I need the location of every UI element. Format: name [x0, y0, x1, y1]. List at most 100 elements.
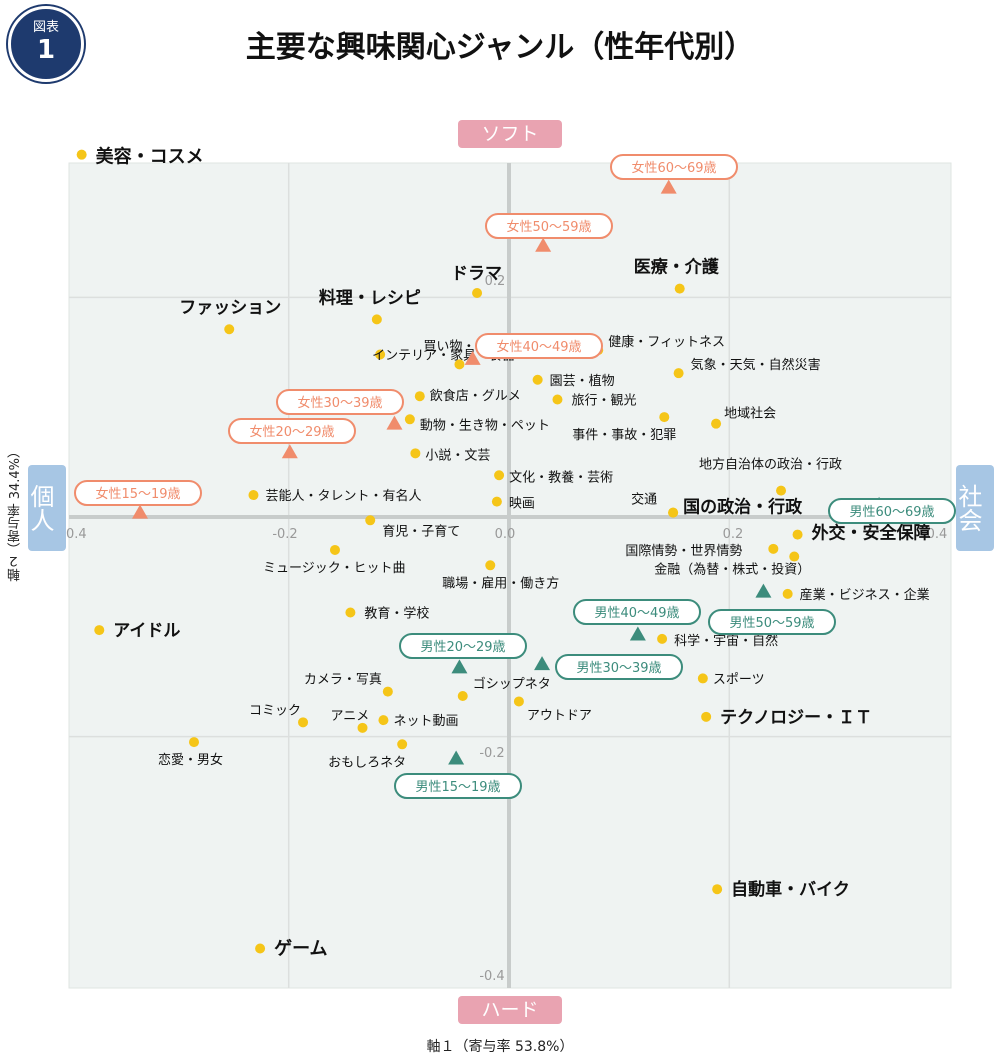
genre-point	[472, 288, 483, 299]
female-age-label-box	[475, 333, 603, 359]
male-age-label: 男性15～19歳	[415, 780, 500, 795]
genre-point	[410, 448, 421, 459]
quadrant-label-bottom: ハード	[458, 996, 562, 1024]
genre-point	[345, 607, 356, 618]
genre-label: アイドル	[113, 621, 180, 641]
figure-badge-label: 図表	[32, 20, 59, 35]
genre-label: テクノロジー・ＩＴ	[720, 708, 872, 728]
y-axis-title: 軸２（寄与率 34.4%）	[8, 445, 23, 582]
x-tick-label: 0.4	[927, 527, 948, 542]
genre-point	[357, 722, 368, 733]
genre-point	[712, 884, 723, 895]
female-age-marker	[464, 350, 481, 365]
genre-point	[378, 715, 389, 726]
genre-label: 金融（為替・株式・投資）	[654, 562, 810, 578]
genre-point	[552, 394, 563, 405]
genre-label: 恋愛・男女	[158, 752, 223, 768]
female-age-marker	[535, 237, 552, 252]
genre-label: 健康・フィットネス	[608, 334, 725, 350]
genre-label: 映画	[509, 497, 535, 512]
genre-point	[454, 359, 465, 370]
genre-label: 旅行・観光	[571, 394, 636, 409]
x-tick-label: 0.2	[723, 527, 744, 542]
female-age-label: 女性60～69歳	[631, 160, 716, 176]
genre-label: 気象・天気・自然災害	[691, 357, 821, 373]
genre-point	[397, 739, 408, 750]
genre-label: 芸能人・タレント・有名人	[265, 488, 421, 504]
genre-point	[224, 324, 235, 335]
genre-point	[414, 391, 425, 402]
male-age-marker	[448, 750, 465, 765]
male-age-label-box	[828, 498, 956, 524]
genre-label: ゴシップネタ	[473, 676, 551, 692]
genre-label: 文化・教養・芸術	[509, 469, 613, 485]
genre-point	[457, 690, 468, 701]
genre-point	[789, 551, 800, 562]
genre-label: 医療・介護	[634, 257, 720, 278]
y-tick-label: 0.2	[485, 274, 506, 289]
female-age-label-box	[610, 154, 738, 180]
genre-point	[792, 529, 803, 540]
genre-label: 教育・学校	[364, 606, 429, 622]
chart-title: 主要な興味関心ジャンル（性年代別）	[245, 30, 755, 65]
figure-badge: 図表 1	[8, 6, 84, 82]
genre-label: 職場・雇用・働き方	[442, 575, 559, 591]
genre-label: カメラ・写真	[304, 673, 382, 688]
genre-label: おもしろネタ	[328, 755, 406, 770]
female-age-label-box	[74, 480, 202, 506]
genre-point	[711, 418, 722, 429]
genre-label: 交通	[631, 492, 657, 508]
female-age-label: 女性30～39歳	[297, 395, 382, 411]
male-age-label: 男性40～49歳	[594, 606, 679, 621]
genre-point	[404, 414, 415, 425]
genre-label: 国際情勢・世界情勢	[625, 544, 742, 559]
male-age-label: 男性50～59歳	[729, 616, 814, 631]
genre-point	[532, 374, 543, 385]
genre-point	[76, 149, 87, 160]
genre-point	[776, 485, 787, 496]
male-age-label: 男性20～29歳	[420, 640, 505, 655]
genre-label: 産業・ビジネス・企業	[800, 587, 930, 603]
genre-label: 地域社会	[724, 406, 776, 422]
female-age-label: 女性15～19歳	[95, 486, 180, 502]
genre-label: ミュージック・ヒット曲	[263, 561, 405, 576]
genre-label: ドラマ	[451, 264, 502, 284]
genre-label: 美容・コスメ	[96, 146, 204, 168]
female-age-label: 女性40～49歳	[496, 339, 581, 355]
genre-label: 園芸・植物	[550, 373, 615, 389]
male-age-marker	[451, 659, 468, 674]
genre-point	[674, 283, 685, 294]
genre-point	[494, 470, 505, 481]
x-tick-label: -0.2	[272, 527, 297, 542]
female-age-label: 女性50～59歳	[506, 219, 591, 235]
male-age-label: 男性30～39歳	[576, 661, 661, 676]
x-tick-label: -0.4	[61, 527, 86, 542]
genre-point	[365, 515, 376, 526]
genre-label: 科学・宇宙・自然	[674, 633, 778, 649]
genre-label: ネット動画	[393, 714, 458, 729]
genre-point	[657, 633, 668, 644]
genre-label: 自動車・バイク	[731, 879, 850, 900]
male-age-label-box	[708, 609, 836, 635]
genre-point	[701, 711, 712, 722]
genre-point	[375, 349, 386, 360]
genre-label: 料理・レシピ	[319, 287, 421, 308]
quadrant-label-top: ソフト	[458, 120, 562, 148]
genre-label: 動物・生き物・ペット	[420, 418, 550, 433]
female-age-label: 女性20～29歳	[249, 424, 334, 440]
genre-point	[659, 412, 670, 423]
genre-point	[513, 696, 524, 707]
quadrant-label-right: 社会	[954, 465, 994, 551]
genre-point	[329, 544, 340, 555]
genre-label: 小説・文芸	[425, 447, 490, 463]
genre-label: ゲーム	[274, 938, 327, 960]
male-age-label: 男性60～69歳	[849, 505, 934, 520]
x-tick-label: 0.0	[495, 527, 516, 542]
genre-label: 育児・子育て	[382, 523, 460, 539]
genre-point	[673, 368, 684, 379]
genre-label: 国の政治・行政	[683, 497, 803, 518]
genre-label: アウトドア	[527, 708, 592, 723]
male-age-marker	[755, 583, 772, 598]
genre-label: コミック	[249, 703, 301, 718]
